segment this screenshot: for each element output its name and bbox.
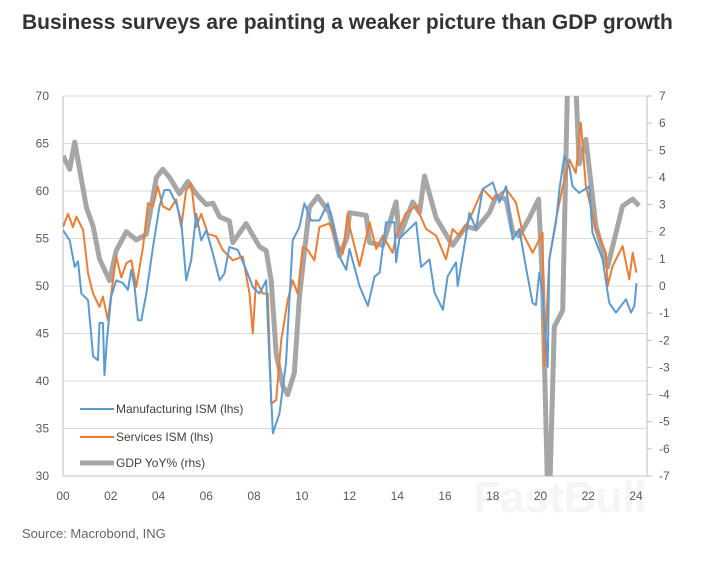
y-right-tick-label: 4 — [659, 170, 666, 184]
y-left-tick-label: 30 — [36, 469, 50, 483]
y-right-tick-label: 0 — [659, 279, 666, 293]
x-tick-label: 14 — [391, 489, 405, 503]
legend: Manufacturing ISM (lhs) Services ISM (lhs… — [80, 402, 243, 470]
x-tick-label: 22 — [582, 489, 596, 503]
chart-title: Business surveys are painting a weaker p… — [22, 11, 673, 34]
x-tick-label: 04 — [152, 489, 166, 503]
x-tick-label: 06 — [200, 489, 214, 503]
y-right-tick-label: -5 — [659, 415, 670, 429]
y-right-tick-label: -4 — [659, 388, 670, 402]
legend-label: GDP YoY% (rhs) — [116, 456, 205, 470]
source-note: Source: Macrobond, ING — [22, 526, 166, 541]
y-left-tick-label: 55 — [36, 232, 50, 246]
y-left-tick-label: 35 — [36, 422, 50, 436]
y-right-tick-label: -6 — [659, 442, 670, 456]
legend-label: Manufacturing ISM (lhs) — [116, 402, 243, 416]
y-right-tick-label: 2 — [659, 225, 666, 239]
y-right-tick-label: -1 — [659, 306, 670, 320]
y-left-tick-label: 50 — [36, 279, 50, 293]
y-left-tick-label: 60 — [36, 184, 50, 198]
y-right-tick-label: 1 — [659, 252, 666, 266]
x-tick-label: 12 — [343, 489, 357, 503]
x-tick-label: 08 — [247, 489, 261, 503]
x-tick-label: 20 — [534, 489, 548, 503]
y-right-tick-label: -7 — [659, 469, 670, 483]
x-tick-label: 24 — [629, 489, 643, 503]
y-right-tick-label: -2 — [659, 333, 670, 347]
x-tick-label: 00 — [56, 489, 70, 503]
y-right-tick-label: 5 — [659, 143, 666, 157]
y-right-tick-label: 6 — [659, 116, 666, 130]
x-tick-label: 02 — [104, 489, 118, 503]
y-left-tick-label: 70 — [36, 89, 50, 103]
watermark: FastBull — [473, 473, 647, 522]
x-tick-label: 10 — [295, 489, 309, 503]
y-left-tick-label: 40 — [36, 374, 50, 388]
x-tick-label: 18 — [486, 489, 500, 503]
y-right-tick-label: 3 — [659, 198, 666, 212]
y-right-tick-label: 7 — [659, 89, 666, 103]
series-line-services-ism — [63, 121, 638, 405]
y-left-tick-label: 65 — [36, 137, 50, 151]
series-line-manufacturing-ism — [63, 154, 638, 435]
y-right-tick-label: -3 — [659, 360, 670, 374]
x-tick-label: 16 — [438, 489, 452, 503]
y-left-tick-label: 45 — [36, 327, 50, 341]
legend-label: Services ISM (lhs) — [116, 430, 213, 444]
